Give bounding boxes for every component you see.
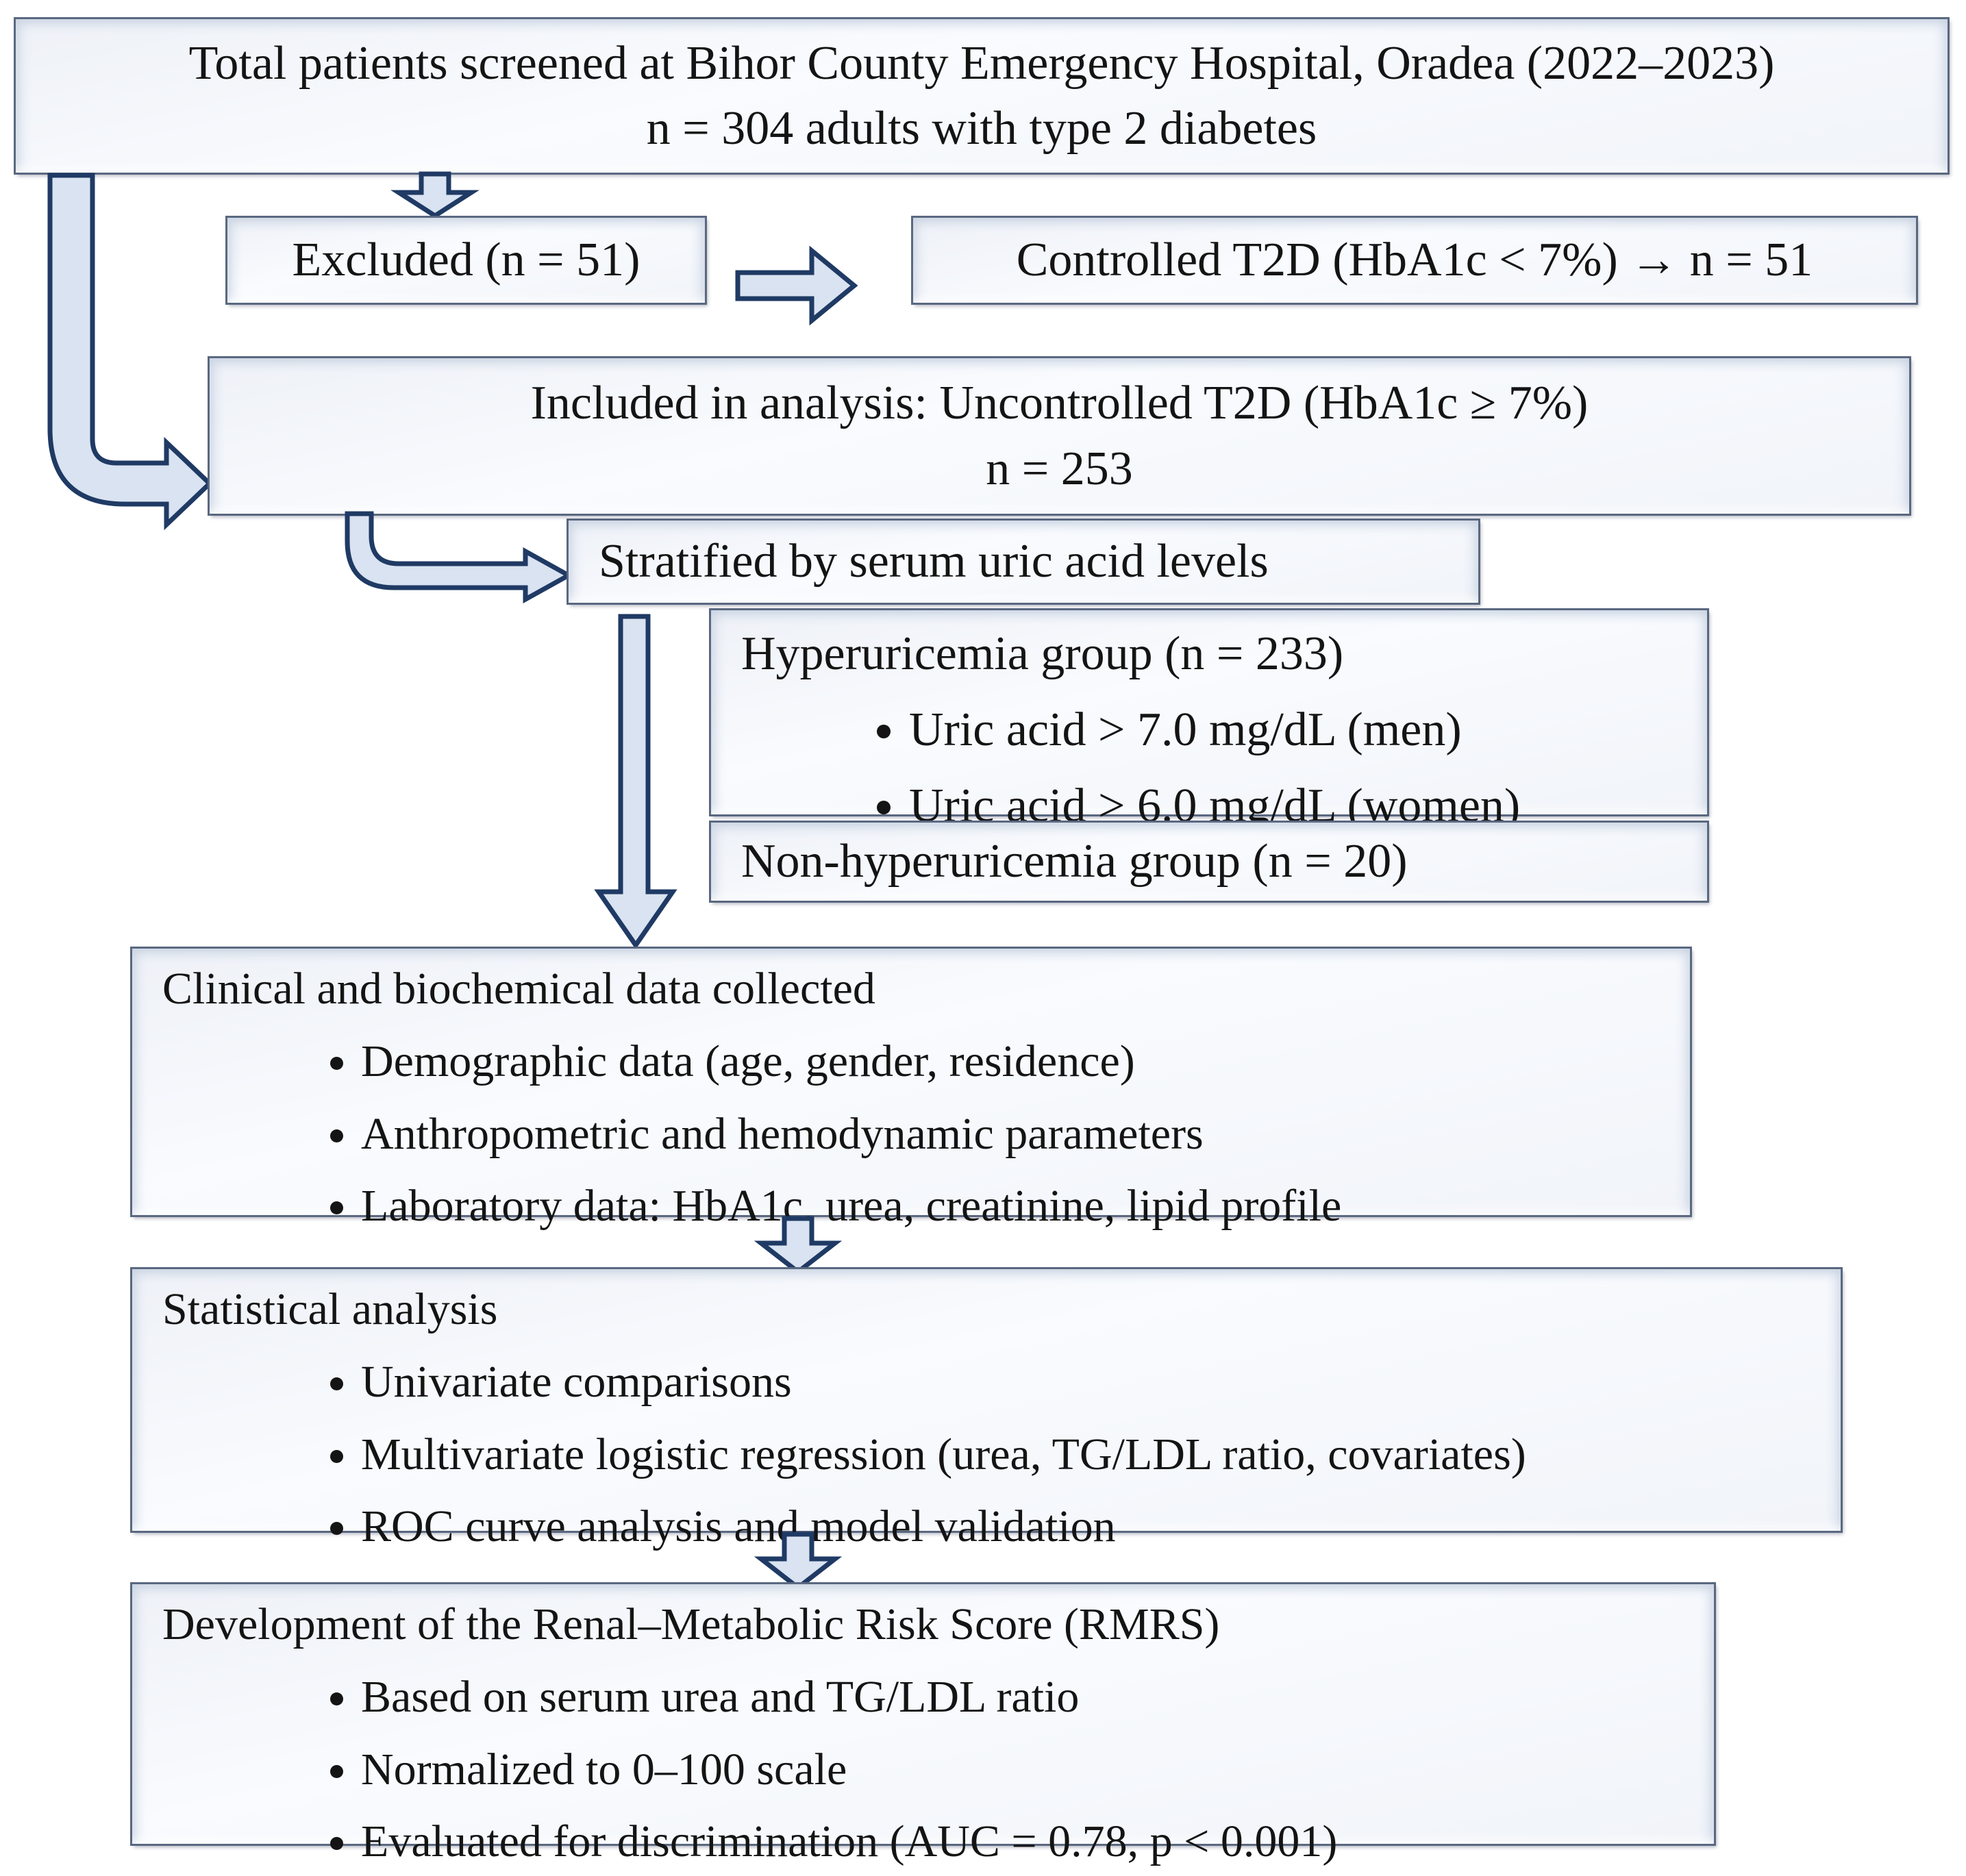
- statistical-analysis-bullet: ROC curve analysis and model validation: [361, 1496, 1816, 1558]
- arrow-statistics-to-rmrs-icon: [754, 1531, 843, 1591]
- arrow-screening-to-excluded-icon: [390, 171, 480, 219]
- data-collected-bullet: Laboratory data: HbA1c, urea, creatinine…: [361, 1175, 1665, 1237]
- hyperuricemia-title: Hyperuricemia group (n = 233): [741, 627, 1344, 680]
- data-collected-bullet: Anthropometric and hemodynamic parameter…: [361, 1103, 1665, 1165]
- arrow-stratified-to-data-icon: [594, 614, 677, 950]
- stratified-box: Stratified by serum uric acid levels: [567, 518, 1480, 605]
- data-collected-bullet: Demographic data (age, gender, residence…: [361, 1031, 1665, 1092]
- included-box: Included in analysis: Uncontrolled T2D (…: [208, 356, 1911, 516]
- stratified-label: Stratified by serum uric acid levels: [599, 535, 1269, 588]
- excluded-label: Excluded (n = 51): [292, 234, 640, 287]
- arrow-data-to-statistics-icon: [754, 1216, 843, 1275]
- rmrs-bullet-list: Based on serum urea and TG/LDL ratio Nor…: [162, 1666, 1689, 1873]
- screening-box: Total patients screened at Bihor County …: [14, 17, 1950, 175]
- controlled-label: Controlled T2D (HbA1c < 7%) → n = 51: [1016, 234, 1813, 287]
- statistical-analysis-box: Statistical analysis Univariate comparis…: [130, 1267, 1843, 1551]
- statistical-analysis-bullet: Multivariate logistic regression (urea, …: [361, 1424, 1816, 1486]
- screening-line1: Total patients screened at Bihor County …: [188, 36, 1775, 90]
- rmrs-title: Development of the Renal–Metabolic Risk …: [162, 1599, 1220, 1649]
- included-line2: n = 253: [986, 442, 1133, 495]
- hyperuricemia-bullet-list: Uric acid > 7.0 mg/dL (men) Uric acid > …: [741, 697, 1687, 838]
- non-hyperuricemia-label: Non-hyperuricemia group (n = 20): [741, 835, 1408, 888]
- hyperuricemia-box: Hyperuricemia group (n = 233) Uric acid …: [709, 608, 1709, 832]
- rmrs-bullet: Based on serum urea and TG/LDL ratio: [361, 1666, 1689, 1728]
- arrow-excluded-to-controlled-icon: [735, 245, 858, 326]
- controlled-box: Controlled T2D (HbA1c < 7%) → n = 51: [911, 216, 1918, 305]
- data-collected-bullet-list: Demographic data (age, gender, residence…: [162, 1031, 1665, 1237]
- rmrs-bullet: Evaluated for discrimination (AUC = 0.78…: [361, 1811, 1689, 1873]
- non-hyperuricemia-box: Non-hyperuricemia group (n = 20): [709, 821, 1709, 903]
- data-collected-box: Clinical and biochemical data collected …: [130, 947, 1692, 1231]
- hyperuricemia-bullet: Uric acid > 7.0 mg/dL (men): [909, 697, 1687, 762]
- included-line1: Included in analysis: Uncontrolled T2D (…: [530, 377, 1589, 430]
- rmrs-bullet: Normalized to 0–100 scale: [361, 1739, 1689, 1801]
- screening-line2: n = 304 adults with type 2 diabetes: [646, 102, 1317, 155]
- rmrs-box: Development of the Renal–Metabolic Risk …: [130, 1582, 1716, 1866]
- statistical-analysis-bullet: Univariate comparisons: [361, 1351, 1816, 1413]
- data-collected-title: Clinical and biochemical data collected: [162, 964, 875, 1014]
- excluded-box: Excluded (n = 51): [225, 216, 707, 305]
- elbow-arrow-screening-to-included-icon: [47, 173, 214, 531]
- statistical-analysis-bullet-list: Univariate comparisons Multivariate logi…: [162, 1351, 1816, 1558]
- elbow-arrow-included-to-stratified-icon: [345, 511, 574, 603]
- statistical-analysis-title: Statistical analysis: [162, 1284, 498, 1334]
